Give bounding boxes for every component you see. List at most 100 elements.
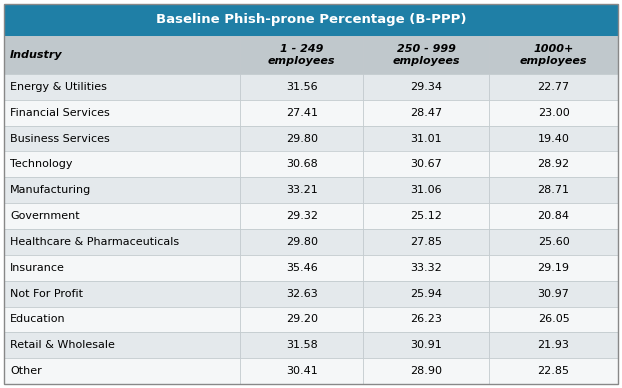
- Bar: [489, 100, 618, 126]
- Text: 1000+
employees: 1000+ employees: [520, 44, 587, 66]
- Text: Other: Other: [10, 366, 42, 376]
- Text: Business Services: Business Services: [10, 133, 109, 144]
- Bar: [363, 126, 489, 151]
- Text: Education: Education: [10, 314, 66, 324]
- Bar: [240, 281, 363, 307]
- Bar: [4, 358, 240, 384]
- Bar: [489, 229, 618, 255]
- Bar: [489, 203, 618, 229]
- Bar: [4, 229, 240, 255]
- Text: 29.20: 29.20: [285, 314, 318, 324]
- Text: 30.91: 30.91: [411, 340, 442, 350]
- Bar: [240, 36, 363, 74]
- Text: Government: Government: [10, 211, 80, 221]
- Text: Not For Profit: Not For Profit: [10, 289, 83, 299]
- Bar: [4, 36, 240, 74]
- Text: 19.40: 19.40: [537, 133, 570, 144]
- Bar: [489, 281, 618, 307]
- Bar: [363, 151, 489, 177]
- Text: 35.46: 35.46: [286, 263, 318, 273]
- Bar: [4, 74, 240, 100]
- Text: 31.56: 31.56: [286, 82, 318, 92]
- Text: 29.19: 29.19: [537, 263, 570, 273]
- Text: 25.60: 25.60: [537, 237, 569, 247]
- Text: 33.21: 33.21: [286, 185, 318, 195]
- Text: 27.85: 27.85: [410, 237, 442, 247]
- Bar: [363, 307, 489, 333]
- Bar: [363, 36, 489, 74]
- Bar: [363, 177, 489, 203]
- Text: 23.00: 23.00: [537, 108, 569, 118]
- Text: Retail & Wholesale: Retail & Wholesale: [10, 340, 115, 350]
- Text: 25.12: 25.12: [410, 211, 442, 221]
- Bar: [4, 333, 240, 358]
- Bar: [363, 333, 489, 358]
- Bar: [240, 333, 363, 358]
- Bar: [240, 307, 363, 333]
- Text: 25.94: 25.94: [410, 289, 442, 299]
- Bar: [4, 203, 240, 229]
- Bar: [4, 100, 240, 126]
- Bar: [363, 255, 489, 281]
- Bar: [489, 177, 618, 203]
- Text: 28.90: 28.90: [410, 366, 442, 376]
- Text: Technology: Technology: [10, 159, 73, 170]
- Bar: [489, 333, 618, 358]
- Bar: [363, 203, 489, 229]
- Text: 22.77: 22.77: [537, 82, 570, 92]
- Bar: [4, 307, 240, 333]
- Bar: [363, 100, 489, 126]
- Bar: [4, 177, 240, 203]
- Bar: [489, 151, 618, 177]
- Text: 28.47: 28.47: [410, 108, 442, 118]
- Bar: [489, 307, 618, 333]
- Text: 27.41: 27.41: [285, 108, 318, 118]
- Bar: [240, 203, 363, 229]
- Bar: [363, 281, 489, 307]
- Text: Manufacturing: Manufacturing: [10, 185, 91, 195]
- Bar: [489, 358, 618, 384]
- Text: 28.92: 28.92: [537, 159, 570, 170]
- Text: Healthcare & Pharmaceuticals: Healthcare & Pharmaceuticals: [10, 237, 179, 247]
- Text: 29.80: 29.80: [285, 133, 318, 144]
- Text: 26.05: 26.05: [537, 314, 569, 324]
- Bar: [4, 126, 240, 151]
- Bar: [240, 100, 363, 126]
- Text: 250 - 999
employees: 250 - 999 employees: [392, 44, 460, 66]
- Bar: [4, 4, 618, 36]
- Bar: [240, 255, 363, 281]
- Text: 30.41: 30.41: [286, 366, 318, 376]
- Text: 21.93: 21.93: [537, 340, 570, 350]
- Bar: [363, 358, 489, 384]
- Text: 31.06: 31.06: [411, 185, 442, 195]
- Text: 29.80: 29.80: [285, 237, 318, 247]
- Bar: [489, 255, 618, 281]
- Text: 30.97: 30.97: [537, 289, 570, 299]
- Bar: [489, 126, 618, 151]
- Bar: [4, 255, 240, 281]
- Text: 32.63: 32.63: [286, 289, 318, 299]
- Text: 26.23: 26.23: [410, 314, 442, 324]
- Bar: [4, 151, 240, 177]
- Bar: [489, 74, 618, 100]
- Text: 30.67: 30.67: [411, 159, 442, 170]
- Text: Baseline Phish-prone Percentage (B-PPP): Baseline Phish-prone Percentage (B-PPP): [156, 14, 466, 26]
- Text: 1 - 249
employees: 1 - 249 employees: [268, 44, 335, 66]
- Text: Industry: Industry: [10, 50, 63, 60]
- Text: 20.84: 20.84: [537, 211, 570, 221]
- Text: 31.01: 31.01: [411, 133, 442, 144]
- Bar: [240, 177, 363, 203]
- Text: 29.32: 29.32: [285, 211, 318, 221]
- Bar: [363, 229, 489, 255]
- Bar: [240, 229, 363, 255]
- Text: 31.58: 31.58: [286, 340, 318, 350]
- Text: Energy & Utilities: Energy & Utilities: [10, 82, 107, 92]
- Bar: [240, 74, 363, 100]
- Bar: [240, 151, 363, 177]
- Text: 22.85: 22.85: [537, 366, 570, 376]
- Bar: [240, 126, 363, 151]
- Bar: [4, 281, 240, 307]
- Bar: [363, 74, 489, 100]
- Text: 29.34: 29.34: [410, 82, 442, 92]
- Text: 30.68: 30.68: [286, 159, 318, 170]
